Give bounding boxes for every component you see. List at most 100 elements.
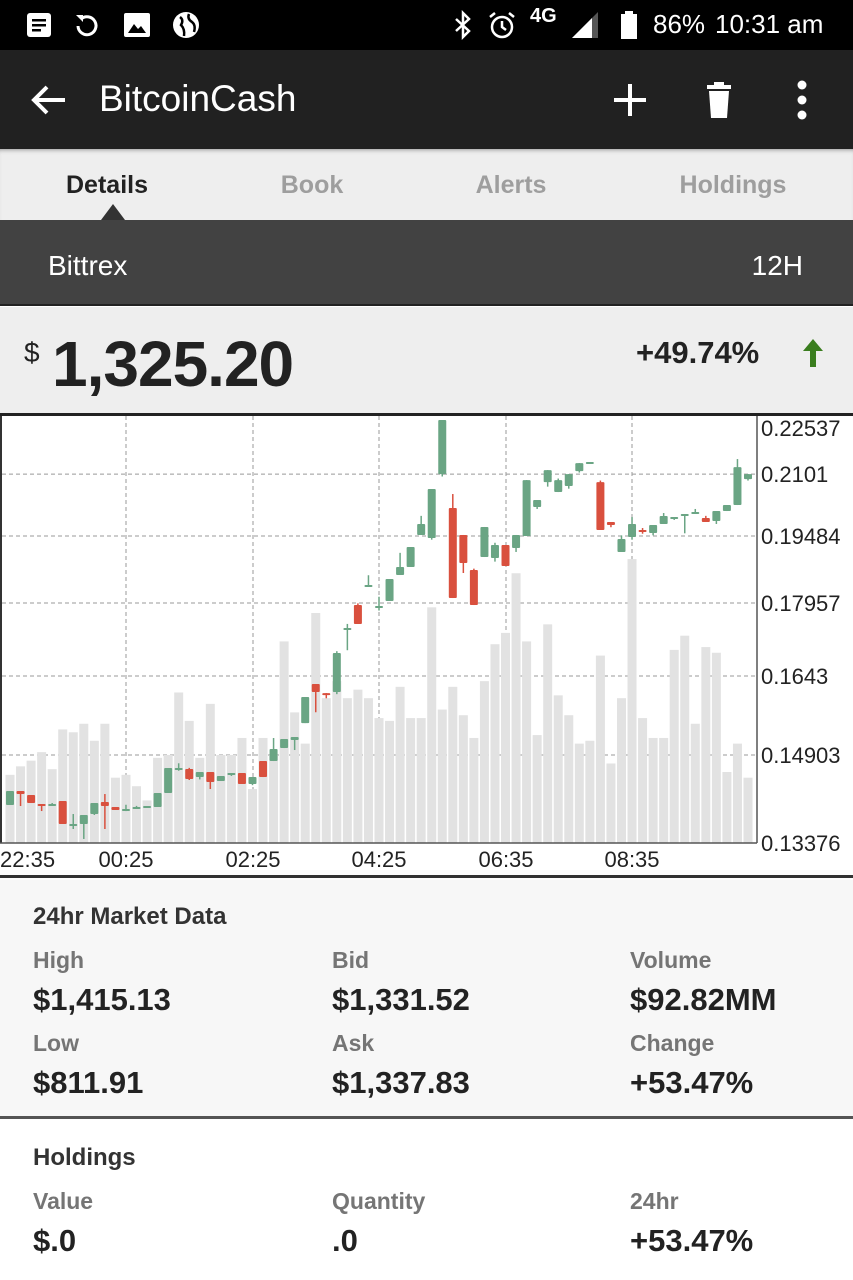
volume-bar bbox=[574, 743, 584, 843]
volume-bar bbox=[342, 698, 352, 843]
price-chart[interactable]: 0.22537 0.2101 0.19484 0.17957 0.1643 0.14903… bbox=[0, 413, 853, 878]
bid-value: $1,331.52 bbox=[332, 982, 470, 1017]
volume-bar bbox=[321, 698, 331, 843]
low-value: $811.91 bbox=[33, 1065, 144, 1100]
bluetooth-icon bbox=[455, 10, 471, 40]
candle-down bbox=[501, 544, 510, 567]
volume-bar bbox=[195, 757, 205, 843]
holding-24hr-value: +53.47% bbox=[630, 1223, 754, 1258]
x-tick-label: 08:35 bbox=[604, 847, 659, 872]
candle-down bbox=[596, 482, 605, 530]
add-button[interactable] bbox=[605, 75, 655, 125]
y-tick-label: 0.22537 bbox=[761, 416, 841, 441]
y-tick-label: 0.1643 bbox=[761, 664, 828, 689]
volume-bar bbox=[68, 732, 78, 843]
candle-up bbox=[195, 772, 204, 778]
candle-down bbox=[701, 518, 710, 522]
candle-up bbox=[680, 513, 689, 516]
tab-alerts[interactable]: Alerts bbox=[475, 171, 547, 199]
volume-bar bbox=[606, 763, 616, 843]
tab-holdings[interactable]: Holdings bbox=[679, 171, 787, 199]
volume-bar bbox=[269, 754, 279, 843]
volume-bar bbox=[258, 737, 268, 843]
volume-bar bbox=[353, 689, 363, 843]
exchange-selector[interactable]: Bittrex bbox=[48, 250, 128, 281]
volume-bar bbox=[216, 754, 226, 843]
candle-up bbox=[174, 768, 183, 771]
candle-up bbox=[153, 792, 162, 807]
volume-bar bbox=[680, 635, 690, 843]
candlestick-chart: 0.22537 0.2101 0.19484 0.17957 0.1643 0.14903… bbox=[0, 416, 841, 872]
app-bar: BitcoinCash bbox=[0, 50, 853, 149]
volume-bar bbox=[701, 647, 711, 843]
candle-down bbox=[469, 570, 478, 606]
candle-up bbox=[6, 791, 14, 805]
volume-bar bbox=[184, 720, 194, 843]
high-value: $1,415.13 bbox=[33, 982, 171, 1017]
volume-bar bbox=[543, 624, 553, 843]
volume-bar bbox=[501, 632, 511, 843]
candle-up bbox=[522, 480, 531, 536]
tab-details[interactable]: Details bbox=[66, 171, 148, 199]
back-button[interactable] bbox=[24, 75, 74, 125]
more-vert-icon bbox=[797, 80, 807, 120]
candle-up bbox=[385, 579, 394, 602]
volume-bar bbox=[110, 777, 120, 843]
volume-bar bbox=[427, 607, 437, 843]
x-tick-label: 02:25 bbox=[225, 847, 280, 872]
tab-book[interactable]: Book bbox=[280, 171, 344, 199]
y-tick-label: 0.13376 bbox=[761, 831, 841, 856]
volume-bar bbox=[564, 715, 574, 843]
tab-bar: Details Book Alerts Holdings bbox=[0, 149, 853, 220]
currency-symbol: $ bbox=[24, 337, 40, 368]
candle-up bbox=[269, 749, 278, 762]
candle-up bbox=[280, 739, 289, 749]
candle-up bbox=[375, 606, 383, 609]
x-tick-label: 00:25 bbox=[98, 847, 153, 872]
battery-icon bbox=[621, 11, 637, 39]
candle-up bbox=[712, 511, 721, 522]
candle-up bbox=[143, 806, 152, 809]
trash-icon bbox=[707, 82, 731, 118]
volume-bar bbox=[247, 789, 257, 843]
candle-down bbox=[606, 521, 615, 525]
add-icon bbox=[614, 84, 646, 116]
candle-up bbox=[659, 516, 668, 524]
candle-up bbox=[575, 463, 584, 472]
volume-bar bbox=[416, 718, 426, 843]
y-tick-label: 0.14903 bbox=[761, 743, 841, 768]
volume-bar bbox=[290, 712, 300, 843]
interval-selector[interactable]: 12H bbox=[751, 250, 803, 281]
volume-bar bbox=[237, 737, 247, 843]
candle-up bbox=[227, 773, 236, 776]
notes-icon bbox=[27, 13, 51, 37]
candle-up bbox=[512, 534, 521, 548]
candle-up bbox=[396, 566, 405, 576]
volume-bar bbox=[142, 800, 152, 843]
candle-up bbox=[364, 585, 373, 588]
volume-bar bbox=[79, 723, 89, 843]
holding-value-label: Value bbox=[33, 1188, 94, 1214]
delete-button[interactable] bbox=[694, 75, 744, 125]
candle-down bbox=[206, 772, 215, 782]
holdings-section: Holdings Value $.0 Quantity .0 24hr +53.… bbox=[0, 1122, 853, 1280]
candle-up bbox=[248, 777, 257, 785]
candle-up bbox=[332, 653, 341, 693]
alarm-icon bbox=[489, 12, 515, 39]
volume-bar bbox=[395, 686, 405, 843]
image-icon bbox=[124, 13, 150, 37]
candle-up bbox=[554, 480, 563, 493]
candle-down bbox=[37, 804, 46, 807]
y-tick-label: 0.19484 bbox=[761, 524, 841, 549]
volume-bar bbox=[406, 718, 416, 843]
candle-down bbox=[459, 534, 468, 563]
holding-value: $.0 bbox=[33, 1223, 77, 1258]
signal-icon bbox=[572, 12, 598, 38]
candle-up bbox=[722, 505, 731, 512]
candle-up bbox=[69, 823, 78, 826]
volume-bar bbox=[711, 652, 721, 843]
candle-up bbox=[490, 544, 499, 558]
volume-bar bbox=[363, 698, 373, 843]
status-bar: 4G 86% 10:31 am bbox=[0, 0, 853, 50]
more-options-button[interactable] bbox=[777, 75, 827, 125]
